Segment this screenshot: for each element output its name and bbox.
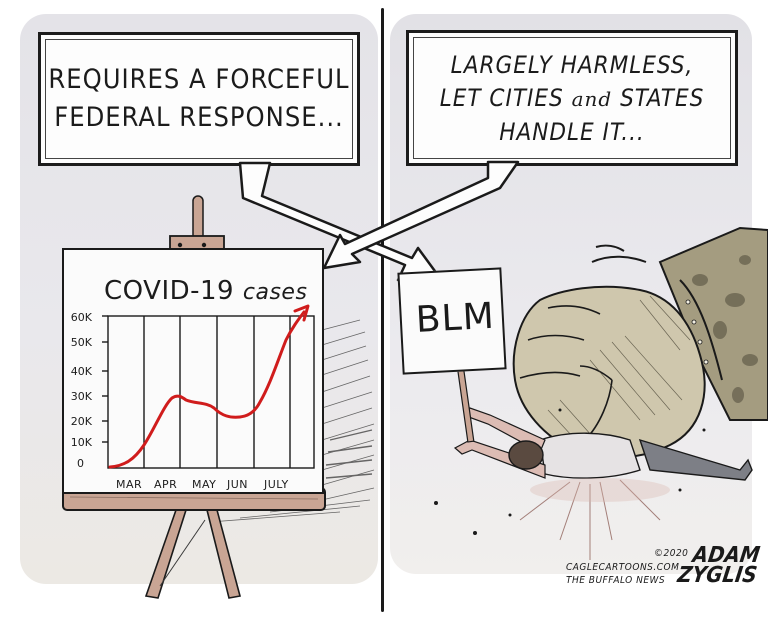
artist-last-name: ZYGLIS: [675, 563, 759, 588]
fallen-protester: [434, 407, 753, 560]
chart-title: COVID-19 cases: [104, 276, 307, 306]
syndicate-credit: CAGLECARTOONS.COM: [566, 562, 680, 573]
crossed-arrow-left-to-right: [238, 161, 442, 282]
y-tick-label: 50K: [70, 336, 92, 349]
speech-line: REQUIRES A FORCEFUL: [48, 64, 350, 95]
y-tick-label: 30K: [70, 390, 92, 403]
easel-legs: [144, 509, 241, 599]
chart-plot: [102, 304, 315, 469]
covid-chart-board: COVID-19 cases 60K 50K 40K 30K 20K 10K 0: [62, 248, 324, 494]
speech-bubble-left-text: REQUIRES A FORCEFUL FEDERAL RESPONSE...: [41, 61, 357, 137]
y-tick-label: 10K: [70, 436, 92, 449]
chart-title-suffix: cases: [242, 280, 308, 305]
protest-sign-text: BLM: [414, 295, 496, 341]
y-tick-label: 40K: [70, 365, 92, 378]
easel-clip: [169, 195, 225, 255]
speech-line: LET CITIES and STATES: [409, 82, 735, 116]
military-fist: [512, 226, 768, 459]
speech-fragment-and: and: [571, 87, 613, 111]
artist-name: ADAM ZYGLIS: [675, 543, 761, 588]
chart-title-main: COVID-19: [104, 276, 235, 306]
speech-line: HANDLE IT...: [499, 118, 645, 146]
y-tick-label: 20K: [70, 415, 92, 428]
y-tick-label: 60K: [70, 311, 92, 324]
speech-line: LARGELY HARMLESS,: [450, 51, 694, 79]
x-tick-label: JULY: [264, 478, 289, 491]
speech-bubble-right: LARGELY HARMLESS, LET CITIES and STATES …: [406, 30, 738, 166]
speech-fragment: LET CITIES: [439, 84, 564, 112]
sign-stick: [456, 361, 475, 443]
protest-sign: BLM: [397, 267, 507, 375]
artist-signature: ADAM ZYGLIS ©2020 CAGLECARTOONS.COM THE …: [566, 543, 766, 616]
crossed-arrow-right-to-left: [322, 160, 520, 270]
publication-credit: THE BUFFALO NEWS: [566, 575, 666, 586]
panel-divider: [381, 8, 384, 612]
x-tick-label: MAY: [192, 478, 217, 491]
y-tick-label: 0: [77, 457, 84, 470]
speech-bubble-right-text: LARGELY HARMLESS, LET CITIES and STATES …: [409, 49, 735, 149]
x-tick-label: MAR: [116, 478, 143, 491]
easel-shadow: [209, 319, 375, 523]
x-tick-label: APR: [154, 478, 178, 491]
copyright-notice: ©2020: [654, 548, 689, 559]
x-tick-label: JUN: [227, 478, 249, 491]
speech-fragment: STATES: [620, 84, 705, 112]
speech-line: FEDERAL RESPONSE...: [54, 102, 344, 133]
speech-bubble-left: REQUIRES A FORCEFUL FEDERAL RESPONSE...: [38, 32, 360, 166]
arrowhead-icon: [293, 304, 310, 322]
covid-case-line: [108, 310, 306, 469]
chart-grid: [102, 315, 315, 469]
